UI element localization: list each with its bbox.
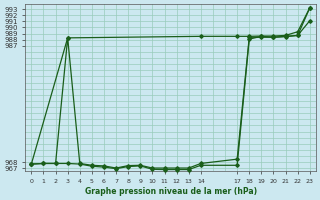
X-axis label: Graphe pression niveau de la mer (hPa): Graphe pression niveau de la mer (hPa): [84, 187, 257, 196]
